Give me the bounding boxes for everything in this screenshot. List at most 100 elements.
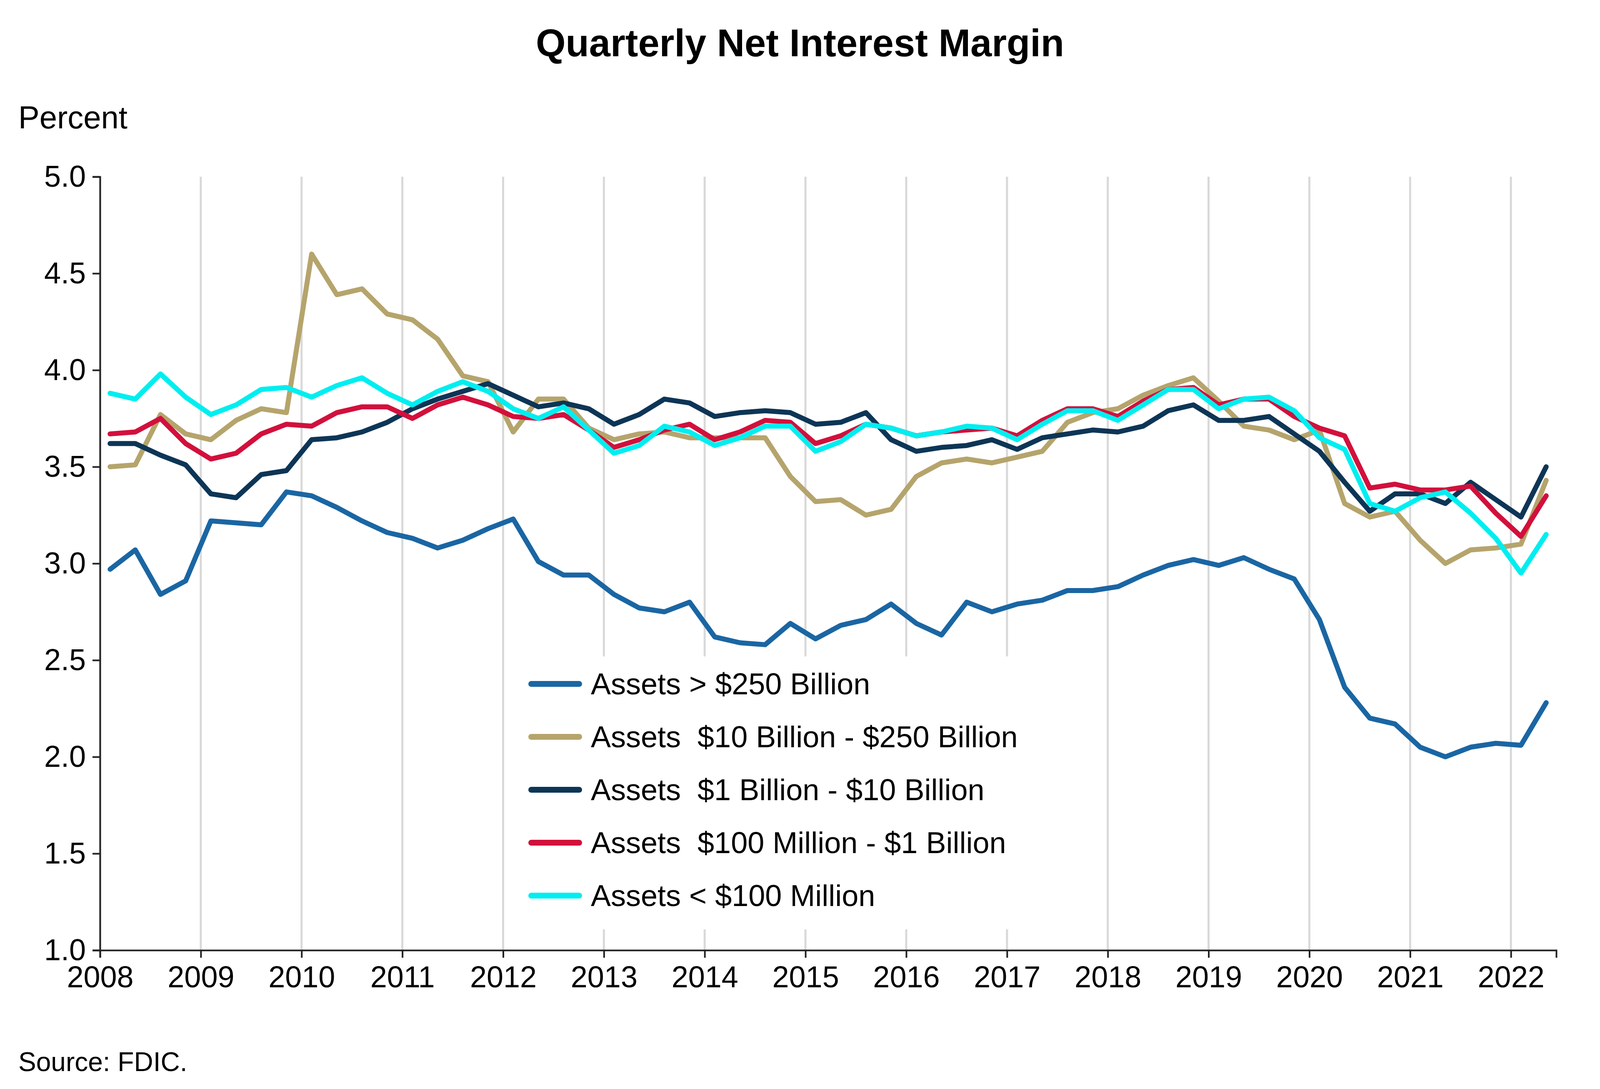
y-tick: 3.5 (44, 449, 100, 483)
x-axis: 2008 2009 2010 2011 2012 2013 2014 2015 2016 2017… (66, 950, 1557, 994)
y-tick-mark (92, 272, 100, 275)
series-line (110, 254, 1547, 564)
x-tick: 2022 (1477, 950, 1545, 994)
lines (110, 254, 1547, 757)
x-tick-label: 2009 (167, 960, 235, 994)
x-tick: 2021 (1377, 950, 1444, 994)
y-tick: 1.5 (44, 836, 100, 870)
x-tick-label: 2018 (1074, 960, 1142, 994)
x-tick: 2014 (671, 950, 739, 994)
x-tick-label: 2013 (570, 960, 638, 994)
grid-line (199, 176, 202, 950)
x-tick-label: 2010 (268, 960, 335, 994)
y-tick-mark (92, 176, 100, 178)
x-tick: 2010 (268, 950, 335, 994)
x-tick: 2011 (370, 950, 435, 994)
x-tick-mark (1308, 950, 1311, 958)
legend-label: Assets $1 Billion - $10 Billion (590, 772, 985, 807)
series-line (110, 387, 1547, 537)
x-tick-label: 2020 (1276, 960, 1343, 994)
legend-swatch (531, 786, 580, 793)
x-tick-label: 2019 (1175, 960, 1243, 994)
y-tick-label: 3.5 (44, 449, 86, 483)
y-tick: 5.0 (44, 159, 100, 193)
y-tick-label: 3.0 (44, 546, 86, 580)
y-tick-label: 2.5 (44, 642, 86, 677)
y-axis: 1.01.52.02.53.03.54.04.55.0 (44, 159, 101, 967)
x-tick-label: 2016 (872, 960, 940, 994)
legend-swatch (531, 680, 580, 687)
y-tick-label: 1.5 (44, 836, 86, 870)
x-tick-label: 2022 (1477, 960, 1545, 994)
legend-swatch (531, 839, 580, 846)
y-tick: 2.0 (44, 739, 100, 773)
y-tick: 2.5 (44, 642, 100, 677)
x-tick-label: 2021 (1377, 960, 1444, 994)
background (0, 0, 1600, 1089)
y-axis-line (92, 177, 101, 951)
y-axis-label: Percent (18, 99, 128, 135)
x-tick-mark (1006, 950, 1008, 958)
legend-label: Assets $100 Million - $1 Billion (590, 825, 1006, 860)
x-tick: 2016 (872, 950, 940, 994)
y-tick: 4.0 (44, 352, 100, 387)
legend-swatch (531, 733, 580, 740)
x-tick-mark (1207, 950, 1210, 958)
grid-line (401, 176, 404, 950)
x-tick-mark (603, 950, 605, 958)
x-tick: 2017 (973, 950, 1041, 994)
x-tick-mark (805, 950, 807, 958)
legend: Assets > $250 Billion Assets $10 Billion … (520, 656, 1096, 930)
legend-background (520, 656, 1096, 930)
grid-line (502, 176, 505, 950)
grid-line (1308, 176, 1311, 950)
grid-line (1409, 176, 1412, 950)
x-tick: 2018 (1074, 950, 1142, 994)
legend-label: Assets > $250 Billion (590, 667, 870, 701)
grid (100, 176, 1511, 950)
y-tick-label: 4.5 (44, 256, 86, 290)
y-tick-mark (92, 949, 100, 952)
series-line (110, 373, 1547, 573)
x-tick: 2012 (470, 950, 537, 994)
y-tick-mark (92, 369, 100, 372)
x-tick: 2015 (772, 950, 839, 994)
y-tick: 4.5 (44, 256, 100, 290)
y-tick: 3.0 (44, 546, 100, 580)
y-tick-mark (92, 852, 100, 855)
source-note: Source: FDIC. (18, 1046, 188, 1077)
y-tick-mark (92, 756, 100, 758)
y-tick-mark (92, 659, 100, 662)
y-tick-label: 5.0 (44, 159, 86, 193)
chart: Quarterly Net Interest MarginPercent1.01… (0, 0, 1600, 1089)
title: Quarterly Net Interest Margin (535, 21, 1065, 65)
legend-swatch (531, 892, 580, 899)
x-tick-mark (1510, 950, 1513, 958)
x-axis-line (100, 950, 1557, 958)
x-tick-mark (704, 950, 706, 958)
x-tick-mark (1409, 950, 1412, 958)
x-tick-label: 2011 (370, 960, 435, 994)
x-tick-mark (401, 950, 404, 958)
y-tick-mark (92, 466, 100, 468)
x-tick-mark (1107, 950, 1109, 958)
x-tick-mark (905, 950, 908, 958)
x-tick-mark (200, 950, 202, 958)
legend-label: Assets < $100 Million (590, 878, 875, 913)
y-tick-label: 2.0 (44, 739, 86, 773)
x-tick-mark (300, 950, 303, 958)
grid-line (300, 176, 303, 950)
x-tick-label: 2008 (66, 960, 134, 994)
x-tick-mark (99, 950, 102, 958)
x-tick-label: 2012 (470, 960, 537, 994)
x-tick-label: 2017 (973, 960, 1041, 994)
x-tick-mark (502, 950, 505, 958)
x-tick: 2009 (167, 950, 235, 994)
y-tick-label: 4.0 (44, 352, 86, 387)
y-tick-mark (92, 562, 100, 565)
x-tick-label: 2015 (772, 960, 839, 994)
x-tick: 2008 (66, 950, 134, 994)
series-line (110, 383, 1547, 517)
grid-line (1106, 176, 1109, 950)
legend-label: Assets $10 Billion - $250 Billion (590, 720, 1018, 754)
